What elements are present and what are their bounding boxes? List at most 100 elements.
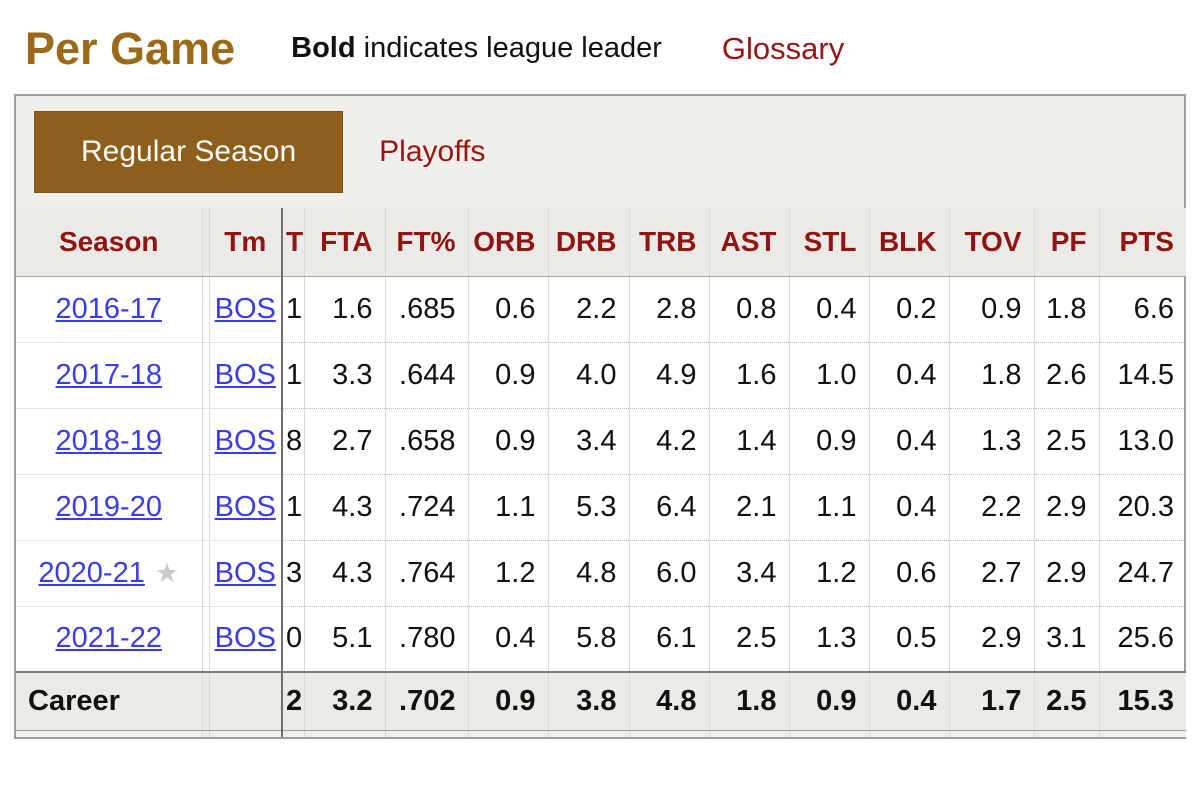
stat-cell: 2.1	[708, 474, 789, 541]
season-link[interactable]: 2019-20	[55, 490, 162, 523]
cutoff-cell	[281, 730, 304, 737]
stat-cell: 3.4	[547, 408, 629, 475]
stat-cell: 4.2	[628, 408, 709, 475]
stat-cell: 1.8	[708, 671, 789, 731]
cutoff-cell	[788, 730, 869, 737]
stat-cell: 24.7	[1098, 540, 1186, 607]
column-header-blk[interactable]: BLK	[868, 208, 949, 277]
season-cell: 2019-20	[16, 474, 202, 541]
clipped-age-cell	[201, 276, 209, 343]
column-header-ftpct[interactable]: FT%	[384, 208, 468, 277]
column-header-orb[interactable]: ORB	[467, 208, 548, 277]
stat-cell: 0.6	[467, 276, 548, 343]
stat-cell: 1.2	[467, 540, 548, 607]
stat-cell: 4.3	[303, 540, 385, 607]
stat-cell: 0.9	[467, 671, 548, 731]
column-header-tm[interactable]: Tm	[208, 208, 282, 277]
stat-cell: 1.2	[788, 540, 869, 607]
clipped-age-column-header	[201, 208, 209, 277]
team-link[interactable]: BOS	[214, 424, 276, 457]
column-header-trb[interactable]: TRB	[628, 208, 709, 277]
team-link[interactable]: BOS	[214, 490, 276, 523]
stat-cell: 0.9	[788, 671, 869, 731]
cutoff-row	[16, 730, 1186, 737]
career-row: Career 2 3.2.702 0.9 3.8 4.8 1.8 0.9 0.4 1.7 2.5 15…	[16, 671, 1186, 731]
team-cell: BOS	[208, 474, 282, 541]
cutoff-cell	[208, 730, 282, 737]
stat-cell: 5.8	[547, 606, 629, 673]
stat-cell: 25.6	[1098, 606, 1186, 673]
season-link[interactable]: 2018-19	[55, 424, 162, 457]
team-link[interactable]: BOS	[214, 622, 276, 655]
cutoff-cell	[1033, 730, 1099, 737]
season-cell: 2018-19	[16, 408, 202, 475]
cutoff-cell	[303, 730, 385, 737]
page-title: Per Game	[25, 22, 236, 74]
tab-regular-season[interactable]: Regular Season	[34, 111, 344, 193]
season-link[interactable]: 2020-21	[38, 556, 145, 589]
stat-cell: 5.1	[303, 606, 385, 673]
per-game-table: Season Tm T FTA FT% ORB DRB TRB AST STL BLK TOV P…	[16, 208, 1186, 737]
stat-cell: .780	[384, 606, 468, 673]
legend-text: indicates league leader	[355, 31, 662, 64]
team-cell: BOS	[208, 408, 282, 475]
team-cell: BOS	[208, 540, 282, 607]
column-header-stl[interactable]: STL	[788, 208, 869, 277]
season-link[interactable]: 2016-17	[55, 292, 162, 325]
cutoff-cell	[384, 730, 468, 737]
stat-cell: .702	[384, 671, 468, 731]
stat-cell: 0.9	[788, 408, 869, 475]
stat-cell: 6.6	[1098, 276, 1186, 343]
stat-cell: 0.4	[868, 474, 949, 541]
stat-cell: 4.8	[547, 540, 629, 607]
page-header: Per Game Bold indicates league leader Gl…	[0, 0, 1200, 80]
column-header-pf[interactable]: PF	[1033, 208, 1099, 277]
stat-cell: 0.5	[868, 606, 949, 673]
stat-cell: 2.2	[547, 276, 629, 343]
season-type-tab-bar: Regular Season Playoffs	[16, 96, 1184, 208]
stat-cell: .764	[384, 540, 468, 607]
column-header-fta[interactable]: FTA	[303, 208, 385, 277]
season-link[interactable]: 2017-18	[55, 358, 162, 391]
column-header-season[interactable]: Season	[16, 208, 202, 277]
clipped-age-cell	[201, 540, 209, 607]
stat-cell: 13.0	[1098, 408, 1186, 475]
stat-cell: 2.8	[628, 276, 709, 343]
season-cell: 2017-18	[16, 342, 202, 409]
tab-playoffs[interactable]: Playoffs	[343, 111, 485, 193]
team-link[interactable]: BOS	[214, 358, 276, 391]
stat-cell: 1.6	[708, 342, 789, 409]
stat-cell: 2.5	[1033, 408, 1099, 475]
stat-cell: 15.3	[1098, 671, 1186, 731]
cutoff-cell	[708, 730, 789, 737]
team-link[interactable]: BOS	[214, 556, 276, 589]
stat-cell: 0.4	[868, 671, 949, 731]
glossary-link[interactable]: Glossary	[721, 30, 845, 66]
stat-cell: 20.3	[1098, 474, 1186, 541]
stat-cell: 2.7	[303, 408, 385, 475]
season-cell: 2020-21 ★	[16, 540, 202, 607]
team-link[interactable]: BOS	[214, 292, 276, 325]
column-header-drb[interactable]: DRB	[547, 208, 629, 277]
stat-cell: 1.8	[948, 342, 1034, 409]
table-row: 2017-18 BOS 1 3.3.644 0.9 4.0 4.9 1.6 1.0 0.4 1.8 2…	[16, 342, 1186, 409]
column-header-pts[interactable]: PTS	[1098, 208, 1186, 277]
table-row: 2020-21 ★ BOS 3 4.3.764 1.2 4.8 6.0 3.4 1.2 0.6 2.7…	[16, 540, 1186, 607]
stat-cell: 0.4	[868, 408, 949, 475]
stat-cell: .658	[384, 408, 468, 475]
table-row: 2016-17 BOS 1 1.6.685 0.6 2.2 2.8 0.8 0.4 0.2 0.9 1…	[16, 276, 1186, 343]
season-link[interactable]: 2021-22	[55, 622, 162, 655]
stat-cell: 1.7	[948, 671, 1034, 731]
cutoff-cell	[1098, 730, 1186, 737]
column-header-tov[interactable]: TOV	[948, 208, 1034, 277]
clipped-ft-cell: 0	[281, 606, 304, 673]
table-row: 2019-20 BOS 1 4.3.724 1.1 5.3 6.4 2.1 1.1 0.4 2.2 2…	[16, 474, 1186, 541]
stat-cell: 0.4	[788, 276, 869, 343]
stat-cell: 6.0	[628, 540, 709, 607]
cutoff-cell	[547, 730, 629, 737]
clipped-age-cell	[201, 671, 209, 731]
clipped-ft-column-header[interactable]: T	[281, 208, 304, 277]
season-cell: Career	[16, 671, 202, 731]
column-header-ast[interactable]: AST	[708, 208, 789, 277]
